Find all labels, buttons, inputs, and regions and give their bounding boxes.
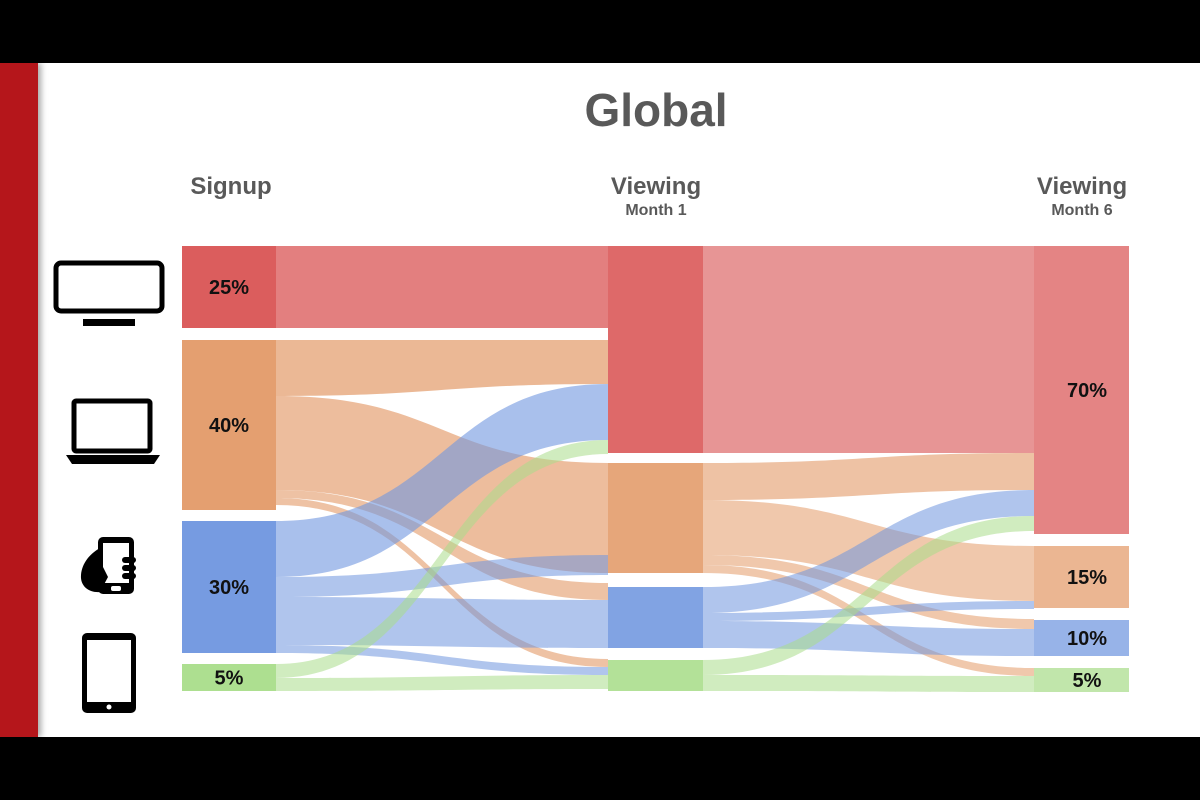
column-header-month6: Viewing Month 6 [1012, 173, 1152, 221]
flow-month1-to-month6-6 [703, 601, 1034, 621]
month6-percent-label: 5% [1073, 670, 1102, 692]
month6-percent-label: 15% [1067, 567, 1107, 589]
node-month6-tv [1034, 246, 1129, 534]
column-label: Viewing [610, 173, 702, 200]
node-month6-tablet [1034, 668, 1129, 692]
node-signup-laptop [182, 340, 276, 510]
signup-percent-label: 40% [209, 415, 249, 437]
flow-month1-to-month6-9 [703, 675, 1034, 692]
signup-percent-label: 5% [215, 668, 244, 690]
sankey-chart: 25% 40% 30% 5% 70% 15% 10% 5% [182, 246, 1129, 692]
month6-percent-label: 70% [1067, 380, 1107, 402]
flow-signup-to-month1-5 [276, 384, 608, 577]
flow-month1-to-month6-5 [703, 490, 1034, 613]
node-signup-tablet [182, 664, 276, 691]
chart-title: Global [584, 84, 728, 136]
flow-month1-to-month6-4 [703, 565, 1034, 676]
smartphone-icon [80, 537, 136, 594]
column-label: Viewing [1036, 173, 1128, 200]
flow-signup-to-month1-3 [276, 490, 608, 600]
accent-bar [0, 63, 38, 737]
flow-month1-to-month6-0 [703, 246, 1034, 453]
node-month1-tablet [608, 660, 703, 691]
column-sublabel: Month 6 [1051, 202, 1113, 219]
flow-month1-to-month6-8 [703, 516, 1034, 675]
laptop-icon [66, 398, 160, 464]
column-label: Signup [190, 173, 272, 200]
node-month1-laptop [608, 463, 703, 573]
flow-signup-to-month1-1 [276, 340, 608, 396]
flow-signup-to-month1-9 [276, 440, 608, 678]
slide: Global Signup Viewing Month 1 Viewing Mo… [0, 63, 1200, 737]
month6-percent-label: 10% [1067, 628, 1107, 650]
flow-signup-to-month1-0 [276, 246, 608, 328]
node-month1-phone [608, 587, 703, 648]
node-signup-phone [182, 521, 276, 653]
node-month1-tv [608, 246, 703, 453]
flow-signup-to-month1-7 [276, 597, 608, 648]
column-header-month1: Viewing Month 1 [586, 173, 726, 221]
signup-percent-label: 25% [209, 277, 249, 299]
flow-month1-to-month6-1 [703, 453, 1034, 500]
flow-signup-to-month1-10 [276, 675, 608, 691]
tv-icon [53, 260, 165, 326]
flow-signup-to-month1-6 [276, 555, 608, 597]
node-signup-tv [182, 246, 276, 328]
signup-percent-label: 30% [209, 577, 249, 599]
node-month6-laptop [1034, 546, 1129, 608]
column-sublabel: Month 1 [625, 202, 687, 219]
tablet-icon [82, 633, 136, 713]
node-month6-phone [1034, 620, 1129, 656]
column-header-signup: Signup [171, 173, 291, 201]
